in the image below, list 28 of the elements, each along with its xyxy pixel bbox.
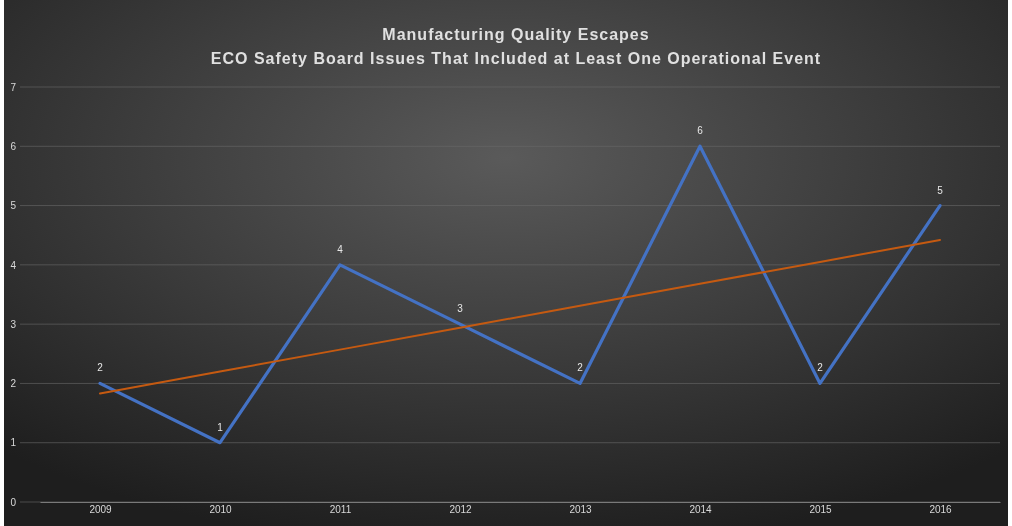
x-tick-label: 2014 bbox=[689, 504, 713, 515]
y-tick-label: 0 bbox=[10, 496, 17, 508]
x-tick-label: 2009 bbox=[89, 504, 113, 515]
y-tick-label: 3 bbox=[10, 318, 17, 330]
x-tick-label: 2011 bbox=[329, 504, 352, 515]
y-tick-label: 2 bbox=[10, 378, 17, 390]
x-tick-label: 2010 bbox=[209, 504, 233, 515]
data-label: 3 bbox=[457, 303, 464, 315]
x-tick-label: 2016 bbox=[929, 504, 953, 515]
chart-subtitle: ECO Safety Board Issues That Included at Least One Operational Event bbox=[210, 50, 822, 67]
y-tick-label: 1 bbox=[10, 437, 17, 449]
y-tick-label: 6 bbox=[10, 140, 17, 152]
chart-title: Manufacturing Quality Escapes bbox=[382, 26, 650, 43]
data-label: 2 bbox=[577, 362, 584, 374]
line-series bbox=[99, 238, 941, 395]
y-tick-label: 7 bbox=[10, 81, 17, 93]
y-tick-label: 5 bbox=[10, 200, 17, 212]
x-tick-label: 2012 bbox=[449, 504, 473, 515]
data-label: 2 bbox=[97, 362, 104, 374]
data-label: 2 bbox=[817, 362, 824, 374]
data-label: 5 bbox=[937, 184, 944, 196]
data-label: 1 bbox=[217, 421, 224, 433]
x-tick-label: 2015 bbox=[809, 504, 833, 515]
y-tick-label: 4 bbox=[10, 259, 17, 271]
line-series bbox=[98, 144, 942, 445]
x-tick-label: 2013 bbox=[569, 504, 593, 515]
data-label: 6 bbox=[697, 125, 704, 137]
data-label: 4 bbox=[337, 243, 344, 255]
